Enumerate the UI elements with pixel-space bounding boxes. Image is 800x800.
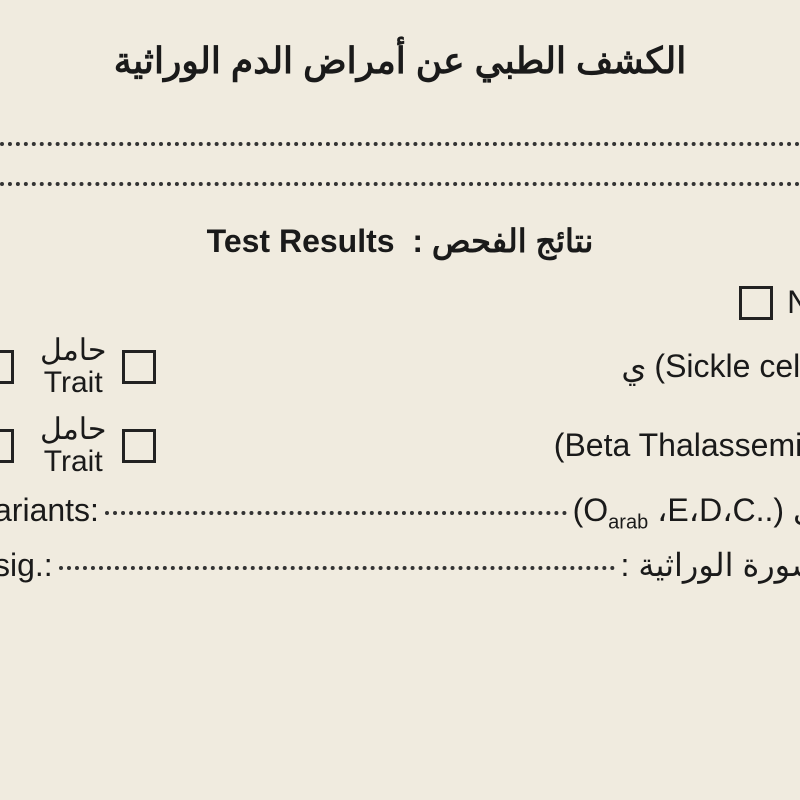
normal-label-fragment: No — [787, 284, 800, 321]
sickle-right-label: (Sickle cell) ي — [621, 348, 800, 386]
variants-right: ى (Oarab ،E،D،C..) — [573, 491, 800, 534]
sickle-left-checkbox-fragment[interactable] — [0, 350, 14, 384]
variants-paren-sub: arab — [608, 511, 648, 533]
variants-ar-tail: ى — [793, 491, 800, 529]
results-header-ar: نتائج الفحص — [432, 223, 593, 259]
sig-sep: : — [621, 547, 630, 584]
sickle-trait-en: Trait — [44, 367, 103, 399]
results-header: نتائج الفحص : Test Results — [0, 222, 800, 260]
variants-paren-pre: (O — [573, 492, 609, 528]
normal-row: No — [0, 284, 800, 321]
medical-form-page: الكشف الطبي عن أمراض الدم الوراثية نتائج… — [0, 0, 800, 800]
variants-left: ariants: — [0, 492, 99, 529]
sickle-trait-labels: حامل Trait — [40, 335, 106, 398]
sickle-paren: (Sickle cell) — [654, 348, 800, 385]
thalassemia-right-label: (Beta Thalassemia — [554, 427, 800, 464]
sickle-row: حامل Trait (Sickle cell) ي — [0, 327, 800, 406]
thalassemia-paren: (Beta Thalassemia — [554, 427, 800, 464]
thalassemia-trait-labels: حامل Trait — [40, 414, 106, 477]
thalassemia-trait-block: حامل Trait — [40, 414, 156, 477]
sig-dots — [59, 566, 615, 570]
form-title: الكشف الطبي عن أمراض الدم الوراثية — [0, 40, 800, 82]
sig-row: sig.: شورة الوراثية : — [0, 540, 800, 590]
variants-paren-rest: ،E،D،C..) — [648, 492, 784, 528]
sickle-trait-ar: حامل — [40, 335, 106, 367]
sickle-ar-tail: ي — [621, 348, 646, 386]
thalassemia-trait-ar: حامل — [40, 414, 106, 446]
results-header-sep: : — [412, 223, 423, 259]
thalassemia-trait-checkbox[interactable] — [122, 429, 156, 463]
divider-2 — [0, 182, 800, 186]
thalassemia-left-checkbox-fragment[interactable] — [0, 429, 14, 463]
variants-paren: (Oarab ،E،D،C..) — [573, 491, 784, 534]
sig-ar: شورة الوراثية — [638, 546, 800, 584]
sickle-trait-block: حامل Trait — [40, 335, 156, 398]
divider-1 — [0, 142, 800, 146]
sig-left: sig.: — [0, 547, 53, 584]
results-header-en: Test Results — [207, 223, 395, 259]
thalassemia-trait-en: Trait — [44, 446, 103, 478]
variants-dots — [105, 511, 567, 515]
sickle-trait-checkbox[interactable] — [122, 350, 156, 384]
variants-left-fragment: ariants: — [0, 492, 99, 529]
sig-left-fragment: sig.: — [0, 547, 53, 584]
sig-right: شورة الوراثية : — [621, 546, 800, 584]
variants-row: ariants: ى (Oarab ،E،D،C..) — [0, 485, 800, 540]
normal-checkbox[interactable] — [739, 286, 773, 320]
thalassemia-row: حامل Trait (Beta Thalassemia — [0, 406, 800, 485]
